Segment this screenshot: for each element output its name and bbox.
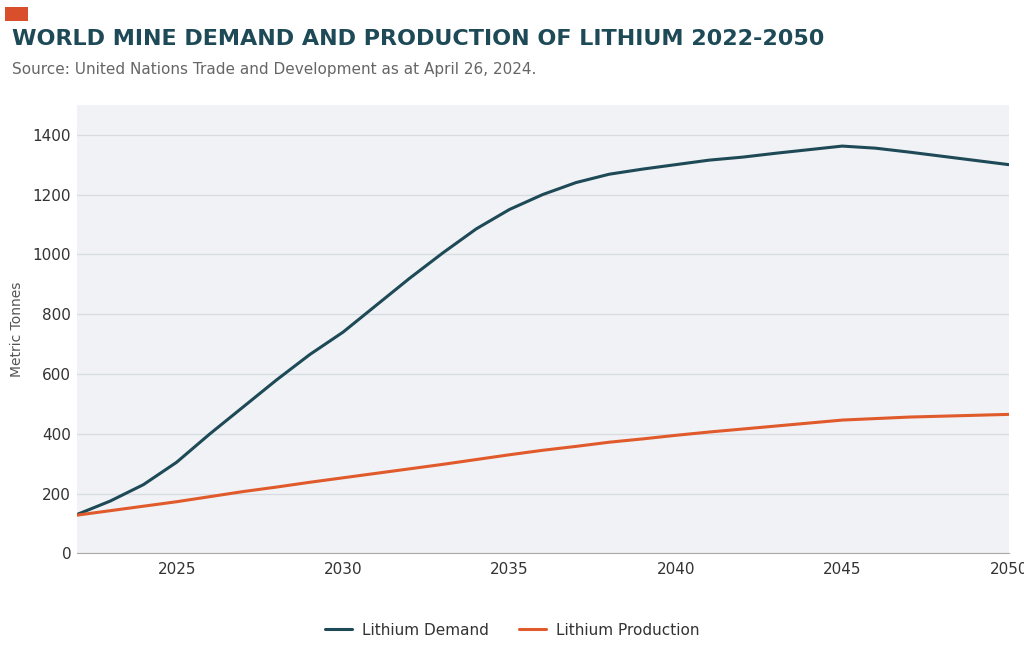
Lithium Production	[603, 438, 615, 446]
Lithium Demand	[837, 142, 849, 150]
Lithium Production	[636, 435, 648, 443]
Lithium Demand	[504, 206, 516, 214]
Lithium Production	[670, 432, 682, 440]
Lithium Production	[137, 502, 150, 510]
Lithium Demand	[337, 328, 349, 336]
Lithium Production	[736, 425, 749, 433]
Lithium Demand	[237, 403, 249, 411]
Lithium Demand	[636, 165, 648, 173]
Lithium Production	[569, 443, 582, 451]
Lithium Demand	[702, 156, 715, 164]
Lithium Demand	[270, 376, 283, 384]
Lithium Production	[869, 415, 882, 422]
Lithium Demand	[970, 157, 982, 164]
Lithium Demand	[137, 481, 150, 489]
Lithium Production	[337, 474, 349, 481]
Text: Source: United Nations Trade and Development as at April 26, 2024.: Source: United Nations Trade and Develop…	[12, 62, 537, 77]
Y-axis label: Metric Tonnes: Metric Tonnes	[10, 282, 25, 377]
Lithium Demand	[803, 145, 815, 153]
Lithium Demand	[603, 170, 615, 178]
Lithium Demand	[670, 160, 682, 168]
Lithium Production	[237, 487, 249, 495]
Lithium Production	[970, 411, 982, 419]
Lithium Demand	[936, 153, 948, 160]
Text: WORLD MINE DEMAND AND PRODUCTION OF LITHIUM 2022-2050: WORLD MINE DEMAND AND PRODUCTION OF LITH…	[12, 29, 824, 50]
Lithium Demand	[470, 225, 482, 233]
Lithium Demand	[736, 153, 749, 161]
Lithium Production	[104, 507, 117, 515]
Lithium Demand	[869, 144, 882, 152]
Lithium Demand	[437, 249, 450, 257]
Lithium Demand	[104, 497, 117, 505]
Lithium Production	[437, 460, 450, 468]
Line: Lithium Demand: Lithium Demand	[77, 146, 1009, 515]
Lithium Demand	[569, 179, 582, 187]
Lithium Production	[770, 422, 782, 430]
Lithium Production	[903, 413, 915, 421]
Lithium Production	[837, 416, 849, 424]
Lithium Production	[170, 498, 182, 506]
Lithium Demand	[170, 458, 182, 466]
Lithium Demand	[403, 274, 416, 282]
Legend: Lithium Demand, Lithium Production: Lithium Demand, Lithium Production	[318, 617, 706, 644]
Line: Lithium Production: Lithium Production	[77, 415, 1009, 515]
Lithium Production	[71, 512, 83, 519]
Lithium Production	[537, 446, 549, 454]
Lithium Production	[204, 493, 216, 500]
Lithium Demand	[770, 149, 782, 157]
Lithium Demand	[204, 430, 216, 438]
Lithium Demand	[71, 511, 83, 519]
Lithium Demand	[303, 350, 315, 358]
Lithium Demand	[1002, 160, 1015, 168]
Lithium Production	[403, 465, 416, 473]
Lithium Production	[371, 470, 383, 477]
Lithium Production	[702, 428, 715, 436]
Lithium Production	[803, 419, 815, 427]
Lithium Production	[303, 478, 315, 486]
Lithium Demand	[537, 191, 549, 198]
Lithium Production	[504, 451, 516, 458]
Lithium Production	[270, 483, 283, 491]
Lithium Demand	[371, 301, 383, 309]
Lithium Production	[1002, 411, 1015, 419]
Lithium Production	[470, 456, 482, 464]
Lithium Demand	[903, 148, 915, 156]
Lithium Production	[936, 412, 948, 420]
